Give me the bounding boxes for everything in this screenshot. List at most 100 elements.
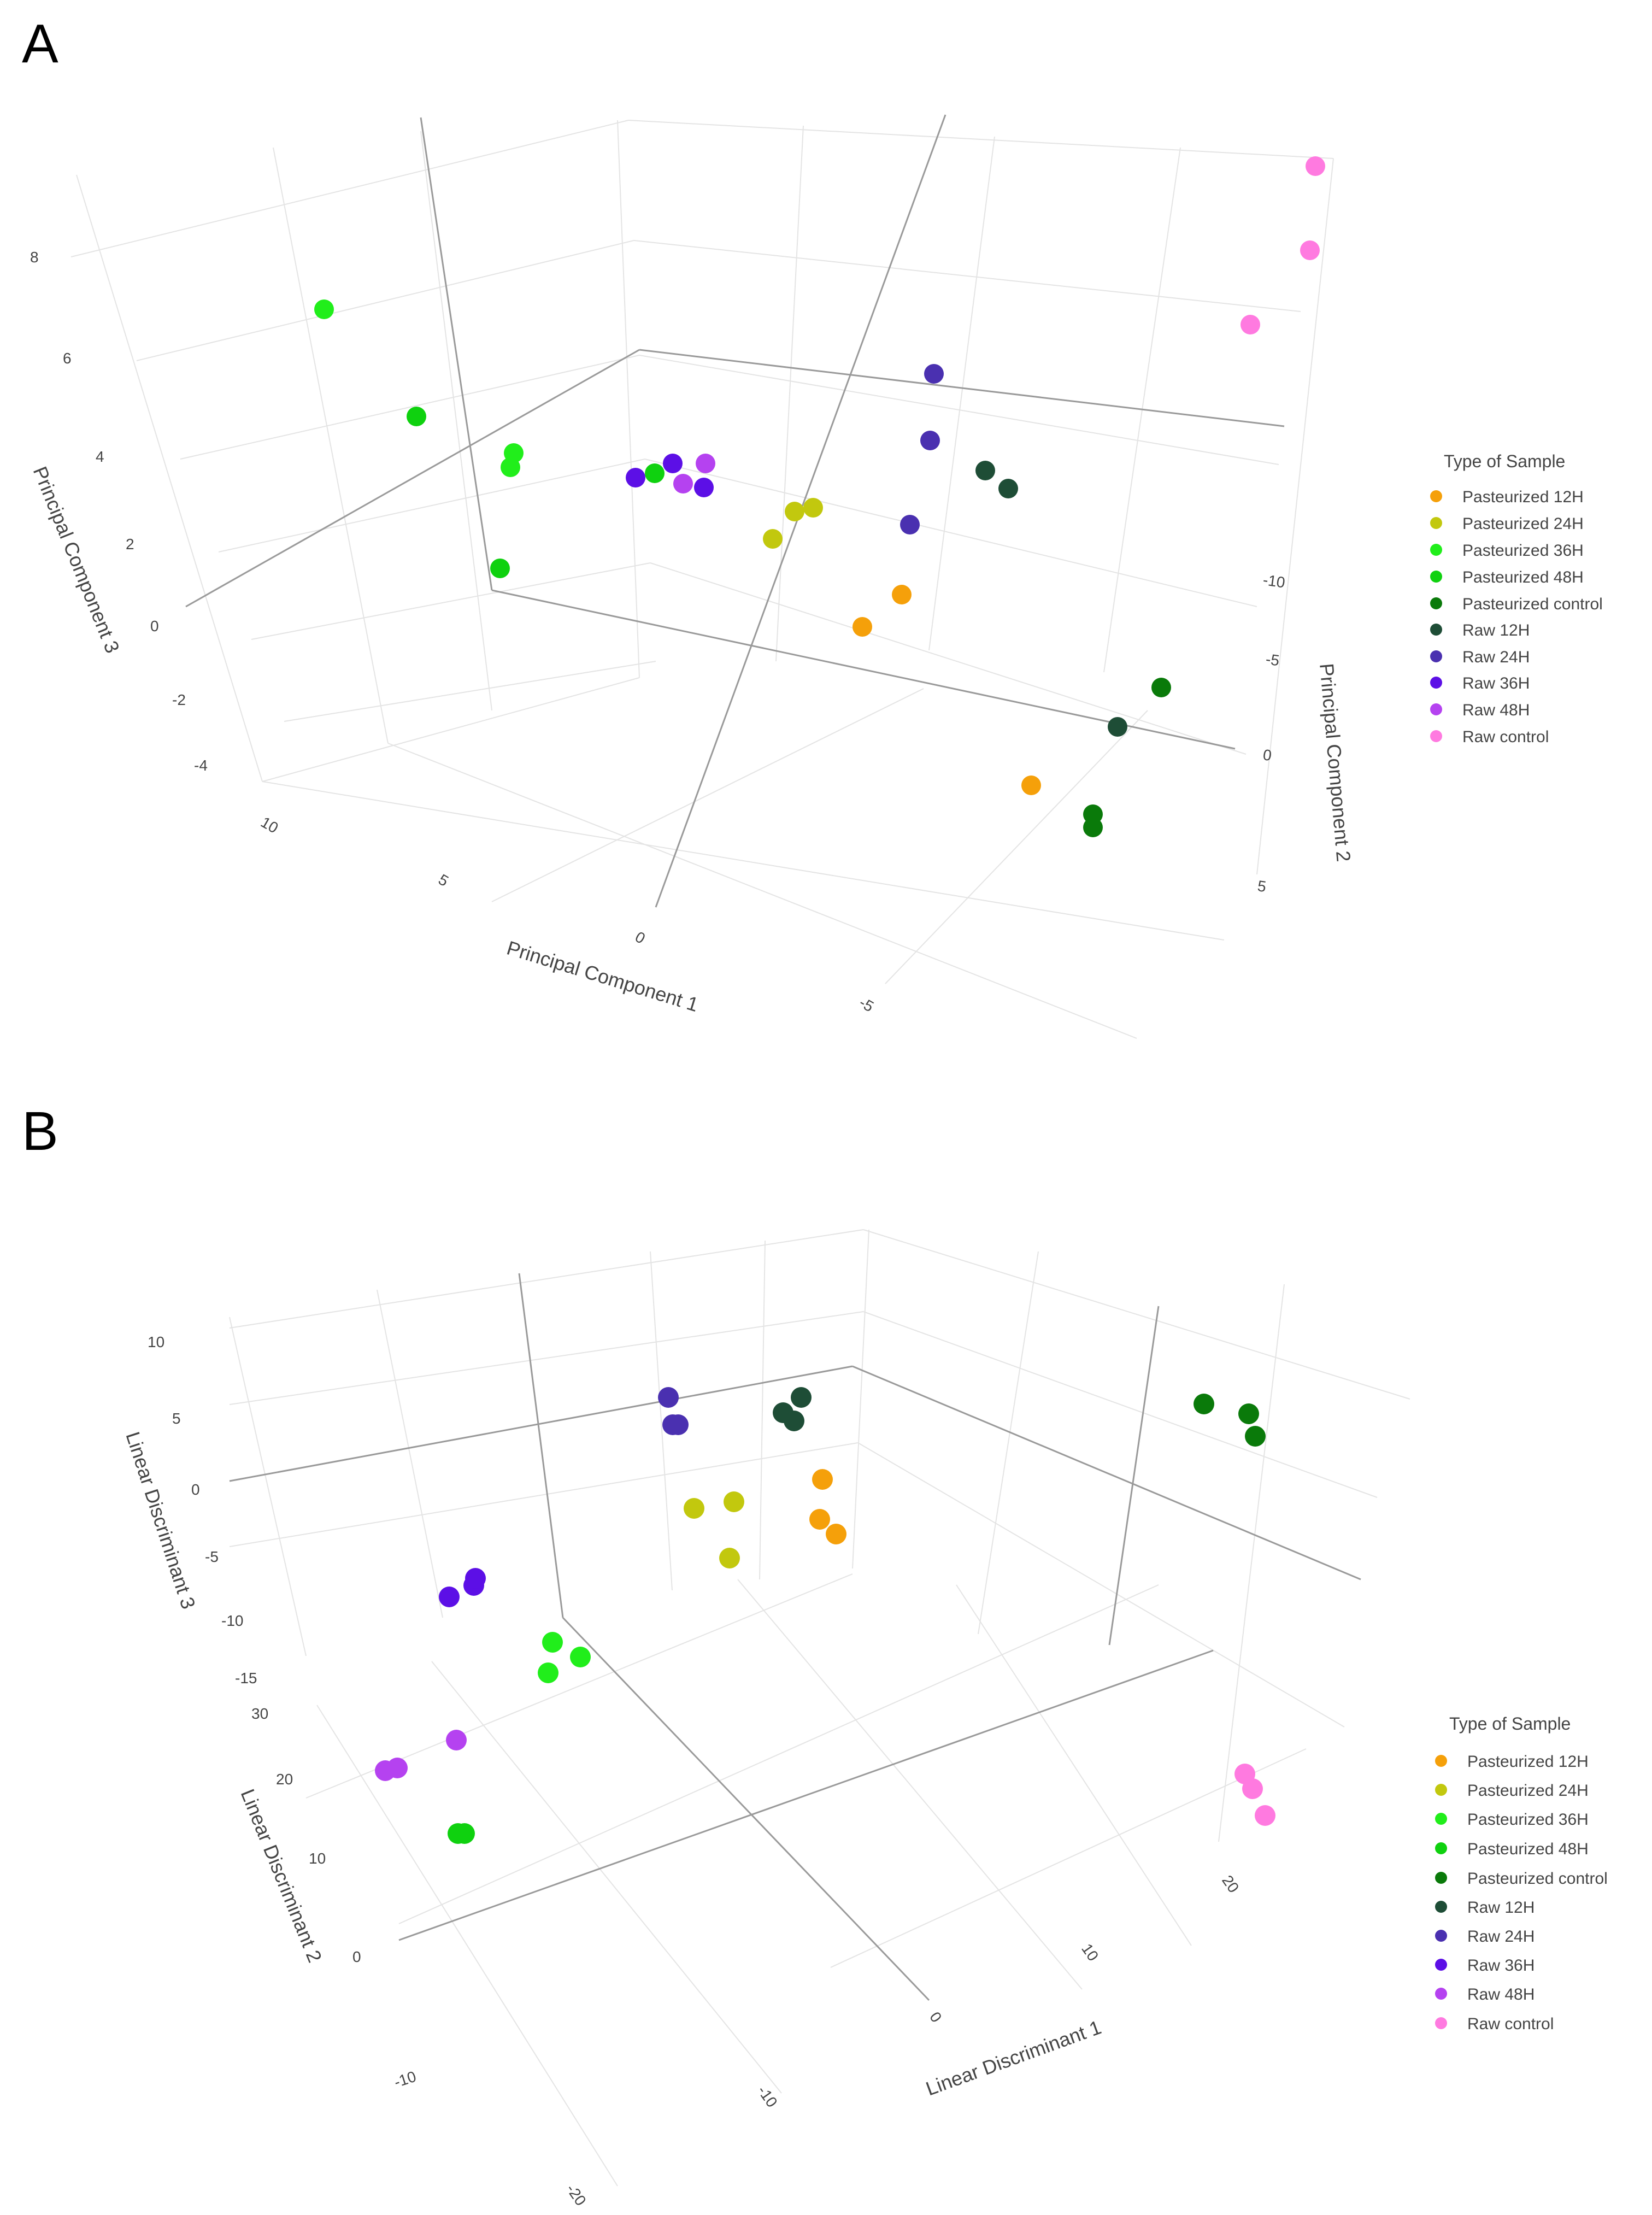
- panel-b-point-raw-control[interactable]: [1255, 1805, 1275, 1826]
- panel-b-point-pasteurized-control[interactable]: [1238, 1403, 1259, 1424]
- panel-a-legend-item[interactable]: Pasteurized 12H: [1430, 488, 1584, 506]
- panel-a-x-tick: 0: [632, 928, 648, 947]
- panel-b-point-raw-36h[interactable]: [439, 1587, 460, 1607]
- panel-a-scatter3d[interactable]: 8 6 4 2 0 -2 -4 10 5 0 -5 -10 -5 0 5 Pri…: [29, 114, 1603, 1039]
- panel-b-point-pasteurized-48h[interactable]: [454, 1823, 475, 1844]
- panel-b-point-raw-24h[interactable]: [668, 1414, 689, 1435]
- panel-a-point-raw-24h[interactable]: [900, 515, 920, 534]
- panel-a-legend-marker: [1430, 703, 1442, 715]
- panel-b-point-pasteurized-36h[interactable]: [542, 1632, 563, 1653]
- panel-a-legend-item[interactable]: Raw 24H: [1430, 648, 1530, 666]
- panel-b-z-tick: 5: [172, 1410, 181, 1427]
- panel-b-legend-item[interactable]: Raw control: [1435, 2015, 1554, 2033]
- panel-b-point-raw-48h[interactable]: [446, 1730, 467, 1750]
- panel-b-series-pasteurized-12h: [809, 1469, 846, 1544]
- panel-a-y-tick: -5: [1265, 650, 1280, 669]
- panel-a-point-raw-12h[interactable]: [1108, 717, 1127, 737]
- panel-a-legend-label: Raw 12H: [1462, 621, 1530, 639]
- panel-a-legend-item[interactable]: Pasteurized 48H: [1430, 568, 1584, 586]
- panel-b-x-tick: 10: [1078, 1941, 1102, 1964]
- panel-a-point-pasteurized-48h[interactable]: [645, 463, 665, 483]
- panel-a-point-pasteurized-24h[interactable]: [763, 529, 783, 549]
- panel-b-y-tick: -10: [392, 2068, 418, 2091]
- panel-a-legend-item[interactable]: Pasteurized 24H: [1430, 515, 1584, 533]
- panel-b-legend-title: Type of Sample: [1449, 1714, 1571, 1734]
- panel-b-legend-marker: [1435, 1755, 1447, 1767]
- panel-a-point-pasteurized-36h[interactable]: [501, 457, 520, 477]
- panel-a-point-raw-24h[interactable]: [924, 364, 944, 384]
- panel-b-point-pasteurized-24h[interactable]: [724, 1491, 744, 1512]
- panel-a-point-raw-control[interactable]: [1241, 315, 1260, 334]
- panel-a-point-pasteurized-12h[interactable]: [892, 585, 912, 604]
- panel-b-legend: Type of Sample Pasteurized 12H Pasteuriz…: [1435, 1714, 1608, 2033]
- panel-b-legend-label: Raw 36H: [1467, 1957, 1535, 1975]
- panel-b-point-pasteurized-12h[interactable]: [809, 1509, 830, 1530]
- panel-b-point-pasteurized-36h[interactable]: [538, 1662, 558, 1683]
- panel-b-point-pasteurized-24h[interactable]: [684, 1498, 704, 1519]
- panel-a-z-tick: 2: [126, 536, 134, 553]
- panel-b-x-tick: 20: [1219, 1872, 1242, 1896]
- panel-a-point-raw-36h[interactable]: [663, 454, 683, 473]
- panel-b-legend-marker: [1435, 1930, 1447, 1942]
- panel-a-legend-item[interactable]: Pasteurized 36H: [1430, 542, 1584, 560]
- panel-b-point-raw-36h[interactable]: [465, 1568, 486, 1589]
- panel-a-point-pasteurized-24h[interactable]: [803, 498, 823, 518]
- panel-b-point-pasteurized-24h[interactable]: [719, 1548, 740, 1568]
- panel-label-a: A: [22, 13, 58, 74]
- panel-a-legend-item[interactable]: Raw control: [1430, 728, 1549, 746]
- panel-b-legend-item[interactable]: Raw 24H: [1435, 1928, 1535, 1946]
- panel-b-legend-item[interactable]: Pasteurized control: [1435, 1870, 1608, 1888]
- panel-b-legend-item[interactable]: Pasteurized 36H: [1435, 1811, 1589, 1829]
- panel-b-legend-item[interactable]: Raw 48H: [1435, 1985, 1535, 2004]
- panel-b-series-raw-48h: [375, 1730, 467, 1781]
- panel-a-point-pasteurized-12h[interactable]: [853, 617, 872, 637]
- panel-a-point-raw-control[interactable]: [1306, 156, 1325, 176]
- panel-a-point-raw-48h[interactable]: [673, 474, 693, 493]
- panel-b-point-pasteurized-12h[interactable]: [812, 1469, 833, 1490]
- panel-a-legend-item[interactable]: Raw 12H: [1430, 621, 1530, 639]
- panel-a-legend-item[interactable]: Pasteurized control: [1430, 595, 1603, 613]
- panel-b-point-pasteurized-36h[interactable]: [570, 1647, 591, 1667]
- panel-a-series-pasteurized-24h: [763, 498, 823, 549]
- panel-b-legend-item[interactable]: Pasteurized 48H: [1435, 1840, 1589, 1858]
- panel-b-legend-item[interactable]: Raw 12H: [1435, 1899, 1535, 1917]
- panel-a-point-pasteurized-12h[interactable]: [1021, 775, 1041, 795]
- panel-b-point-raw-12h[interactable]: [791, 1387, 812, 1408]
- panel-a-series-pasteurized-control: [1083, 678, 1171, 837]
- panel-a-point-pasteurized-control[interactable]: [1151, 678, 1171, 697]
- panel-b-point-raw-12h[interactable]: [784, 1411, 804, 1431]
- panel-a-legend-marker: [1430, 544, 1442, 556]
- panel-a-point-pasteurized-24h[interactable]: [785, 502, 804, 521]
- panel-b-point-pasteurized-control[interactable]: [1245, 1426, 1266, 1447]
- panel-a-legend-item[interactable]: Raw 48H: [1430, 701, 1530, 719]
- panel-a-point-raw-control[interactable]: [1300, 240, 1320, 260]
- panel-b-legend-item[interactable]: Pasteurized 12H: [1435, 1753, 1589, 1771]
- panel-b-point-pasteurized-12h[interactable]: [826, 1524, 846, 1544]
- panel-b-scatter3d[interactable]: 10 5 0 -5 -10 -15 30 20 10 0 -10 -20 -10…: [121, 1229, 1608, 2209]
- panel-b-series-pasteurized-48h: [448, 1823, 475, 1844]
- panel-b-point-raw-control[interactable]: [1242, 1778, 1263, 1799]
- panel-a-point-raw-12h[interactable]: [998, 479, 1018, 498]
- panel-b-y-tick: 30: [251, 1705, 268, 1722]
- panel-a-point-raw-36h[interactable]: [626, 468, 645, 487]
- panel-b-axislines: [229, 1273, 1361, 2001]
- panel-a-point-pasteurized-36h[interactable]: [314, 299, 334, 319]
- panel-b-legend-label: Raw 24H: [1467, 1928, 1535, 1946]
- panel-a-point-raw-48h[interactable]: [696, 454, 715, 473]
- panel-a-legend-item[interactable]: Raw 36H: [1430, 674, 1530, 692]
- panel-a-series-raw-control: [1241, 156, 1325, 334]
- panel-a-point-pasteurized-48h[interactable]: [490, 559, 510, 578]
- panel-b-point-raw-48h[interactable]: [387, 1758, 408, 1778]
- panel-b-point-pasteurized-control[interactable]: [1194, 1394, 1214, 1414]
- panel-a-point-pasteurized-control[interactable]: [1083, 818, 1103, 837]
- panel-b-legend-marker: [1435, 1959, 1447, 1971]
- panel-a-point-raw-12h[interactable]: [975, 461, 995, 480]
- panel-b-legend-item[interactable]: Pasteurized 24H: [1435, 1782, 1589, 1800]
- panel-a-point-raw-36h[interactable]: [694, 478, 714, 497]
- panel-a-point-raw-24h[interactable]: [920, 431, 940, 450]
- panel-b-point-raw-24h[interactable]: [658, 1387, 679, 1408]
- panel-b-series-raw-24h: [658, 1387, 689, 1435]
- panel-b-legend-item[interactable]: Raw 36H: [1435, 1957, 1535, 1975]
- panel-a-point-pasteurized-48h[interactable]: [407, 407, 426, 426]
- panel-a-series-pasteurized-48h: [407, 407, 665, 578]
